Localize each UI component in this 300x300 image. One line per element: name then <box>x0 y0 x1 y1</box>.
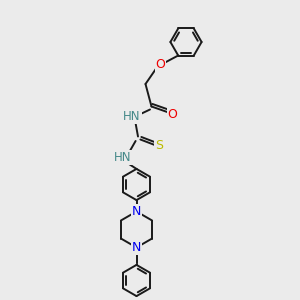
Text: S: S <box>155 139 163 152</box>
Text: N: N <box>132 241 141 254</box>
Text: HN: HN <box>114 151 132 164</box>
Text: O: O <box>168 107 177 121</box>
Text: HN: HN <box>123 110 141 124</box>
Text: N: N <box>132 205 141 218</box>
Text: O: O <box>156 58 165 71</box>
